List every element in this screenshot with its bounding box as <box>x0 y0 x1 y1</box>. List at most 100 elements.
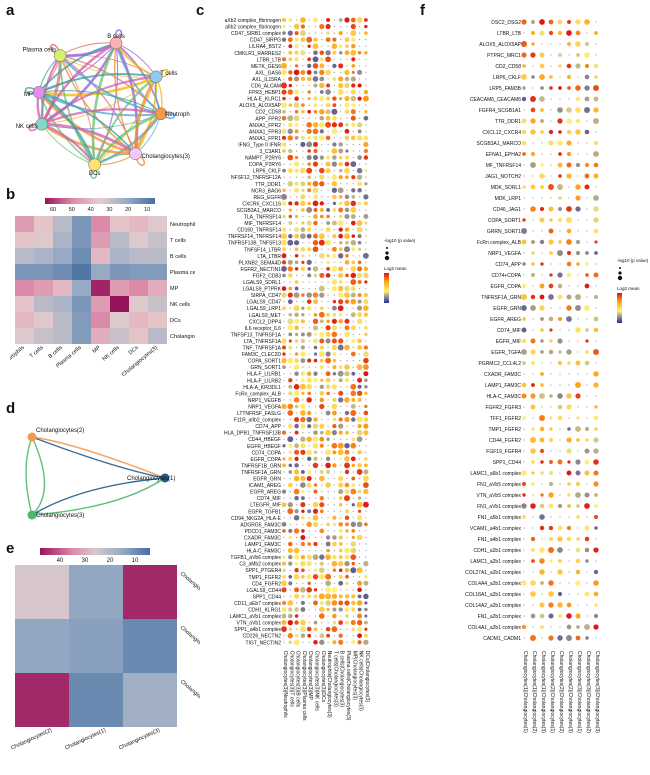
dot <box>307 136 311 140</box>
dot <box>352 229 354 231</box>
dot <box>332 201 336 205</box>
dot <box>575 162 581 168</box>
row-label: HLA-A_KIR3DL1 <box>243 385 281 391</box>
dot <box>585 328 589 332</box>
heatmap-cell <box>110 312 129 328</box>
dot <box>559 516 561 518</box>
dot <box>521 239 527 245</box>
dot <box>312 239 319 246</box>
dot <box>568 340 570 342</box>
dot <box>364 280 368 284</box>
dot <box>331 344 337 351</box>
dot <box>352 425 354 427</box>
dot <box>300 600 305 606</box>
dot <box>318 121 325 128</box>
dot <box>293 115 300 122</box>
dot <box>345 273 349 278</box>
dot <box>288 103 293 107</box>
dot <box>530 151 536 157</box>
dot <box>365 58 367 60</box>
dot <box>294 168 299 173</box>
col-label: Cholangiocytes(3)|MP <box>307 651 313 701</box>
dot <box>363 423 369 429</box>
dot <box>585 251 589 255</box>
dot <box>575 382 581 388</box>
dot <box>363 580 369 586</box>
dot <box>299 626 306 633</box>
dot <box>346 307 348 309</box>
dot <box>359 576 361 578</box>
dot <box>530 613 536 619</box>
dot <box>595 186 597 188</box>
dot <box>365 556 367 558</box>
dot <box>314 287 317 290</box>
dot <box>332 50 337 55</box>
heatmap-cell <box>91 248 110 264</box>
dot <box>312 43 319 50</box>
dot <box>314 536 317 539</box>
dot <box>338 417 343 422</box>
dot <box>365 517 367 519</box>
heatmap-cell <box>129 248 148 264</box>
heatmap-cell <box>91 280 110 296</box>
dot <box>363 639 369 645</box>
dot <box>312 292 319 298</box>
heatmap-cell <box>15 565 69 619</box>
dot <box>327 569 329 571</box>
dot <box>321 32 323 34</box>
dot <box>333 582 335 584</box>
dot <box>523 571 525 573</box>
dot <box>325 586 332 593</box>
dot <box>357 345 362 350</box>
col-label: Cholangiocytes(3)|DCs <box>320 651 326 703</box>
dot <box>575 250 581 256</box>
dot <box>350 207 357 213</box>
dot <box>281 266 287 272</box>
dot <box>566 635 572 641</box>
dot <box>566 250 572 256</box>
dot <box>521 52 527 58</box>
dot <box>283 222 285 224</box>
dot <box>363 115 369 121</box>
dot <box>345 509 349 514</box>
dot <box>575 41 581 47</box>
dot <box>283 425 285 427</box>
heatmap-cell <box>34 264 53 280</box>
dot <box>293 390 300 397</box>
dot <box>363 417 369 422</box>
dot <box>338 168 343 173</box>
dot <box>595 538 597 540</box>
dot <box>327 65 329 67</box>
dot <box>365 84 367 87</box>
dot <box>283 333 285 335</box>
dot <box>345 430 349 435</box>
heatmap-cell <box>34 248 53 264</box>
node-label: Cholangiocytes(3) <box>36 513 84 519</box>
network-edge <box>38 91 137 155</box>
dot <box>539 547 545 553</box>
dot <box>332 234 337 239</box>
dot <box>306 128 312 134</box>
dot <box>357 496 362 500</box>
dot <box>283 386 285 388</box>
dot <box>318 285 325 292</box>
legend-colorbar <box>617 293 622 323</box>
row-label: SIRPA_CD47 <box>251 293 281 299</box>
dot <box>294 509 299 514</box>
network-node <box>27 432 37 442</box>
dot <box>567 361 571 365</box>
dot <box>575 360 581 366</box>
dot <box>319 90 324 94</box>
dot <box>557 404 563 410</box>
network-edge <box>41 75 157 125</box>
heatmap-cell <box>129 216 148 232</box>
dot <box>345 149 349 153</box>
dot <box>319 554 325 560</box>
dot <box>338 195 343 199</box>
dot <box>296 84 298 87</box>
dot <box>294 247 299 252</box>
dot <box>362 475 369 482</box>
dot <box>302 215 304 218</box>
dot <box>288 76 293 82</box>
dot <box>340 628 342 630</box>
